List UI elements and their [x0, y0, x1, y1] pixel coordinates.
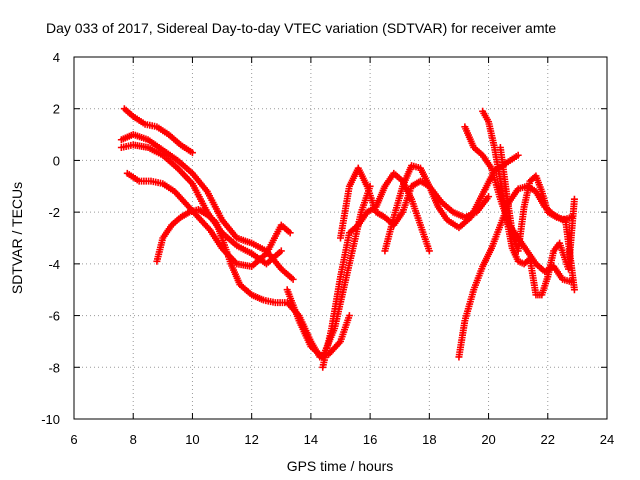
x-tick-label: 8	[130, 432, 137, 447]
data-point	[286, 229, 294, 237]
data-point	[485, 193, 493, 201]
data-point	[514, 151, 522, 159]
x-axis-label: GPS time / hours	[287, 458, 394, 474]
chart-title: Day 033 of 2017, Sidereal Day-to-day VTE…	[46, 20, 556, 36]
y-tick-label: -2	[48, 205, 60, 220]
y-tick-label: -10	[41, 412, 60, 427]
series-arc-5	[153, 206, 353, 361]
series-arc-7	[319, 169, 433, 371]
x-tick-label: 14	[304, 432, 318, 447]
x-tick-label: 16	[363, 432, 377, 447]
data-point	[425, 247, 433, 255]
data-point	[277, 247, 285, 255]
data-point	[570, 195, 578, 203]
y-tick-label: -4	[48, 257, 60, 272]
x-tick-label: 20	[481, 432, 495, 447]
y-tick-label: 2	[53, 102, 60, 117]
y-tick-label: -6	[48, 309, 60, 324]
x-tick-label: 10	[185, 432, 199, 447]
y-axis-label: SDTVAR / TECUs	[9, 182, 25, 294]
y-tick-label: 4	[53, 50, 60, 65]
y-tick-label: 0	[53, 153, 60, 168]
data-point	[289, 275, 297, 283]
series-arc-9	[381, 151, 522, 255]
data-point	[567, 213, 575, 221]
series-arc-1	[120, 105, 196, 157]
x-tick-label: 22	[541, 432, 555, 447]
x-tick-label: 24	[600, 432, 614, 447]
series-arc-13	[496, 144, 578, 294]
series-arc-12	[479, 107, 578, 299]
data-marks	[117, 105, 578, 371]
grid-lines	[74, 57, 607, 419]
data-point	[570, 286, 578, 294]
x-tick-label: 12	[244, 432, 258, 447]
y-tick-label: -8	[48, 360, 60, 375]
data-point	[188, 149, 196, 157]
plot-frame	[73, 56, 608, 420]
x-tick-label: 6	[70, 432, 77, 447]
data-point	[345, 312, 353, 320]
x-tick-label: 18	[422, 432, 436, 447]
